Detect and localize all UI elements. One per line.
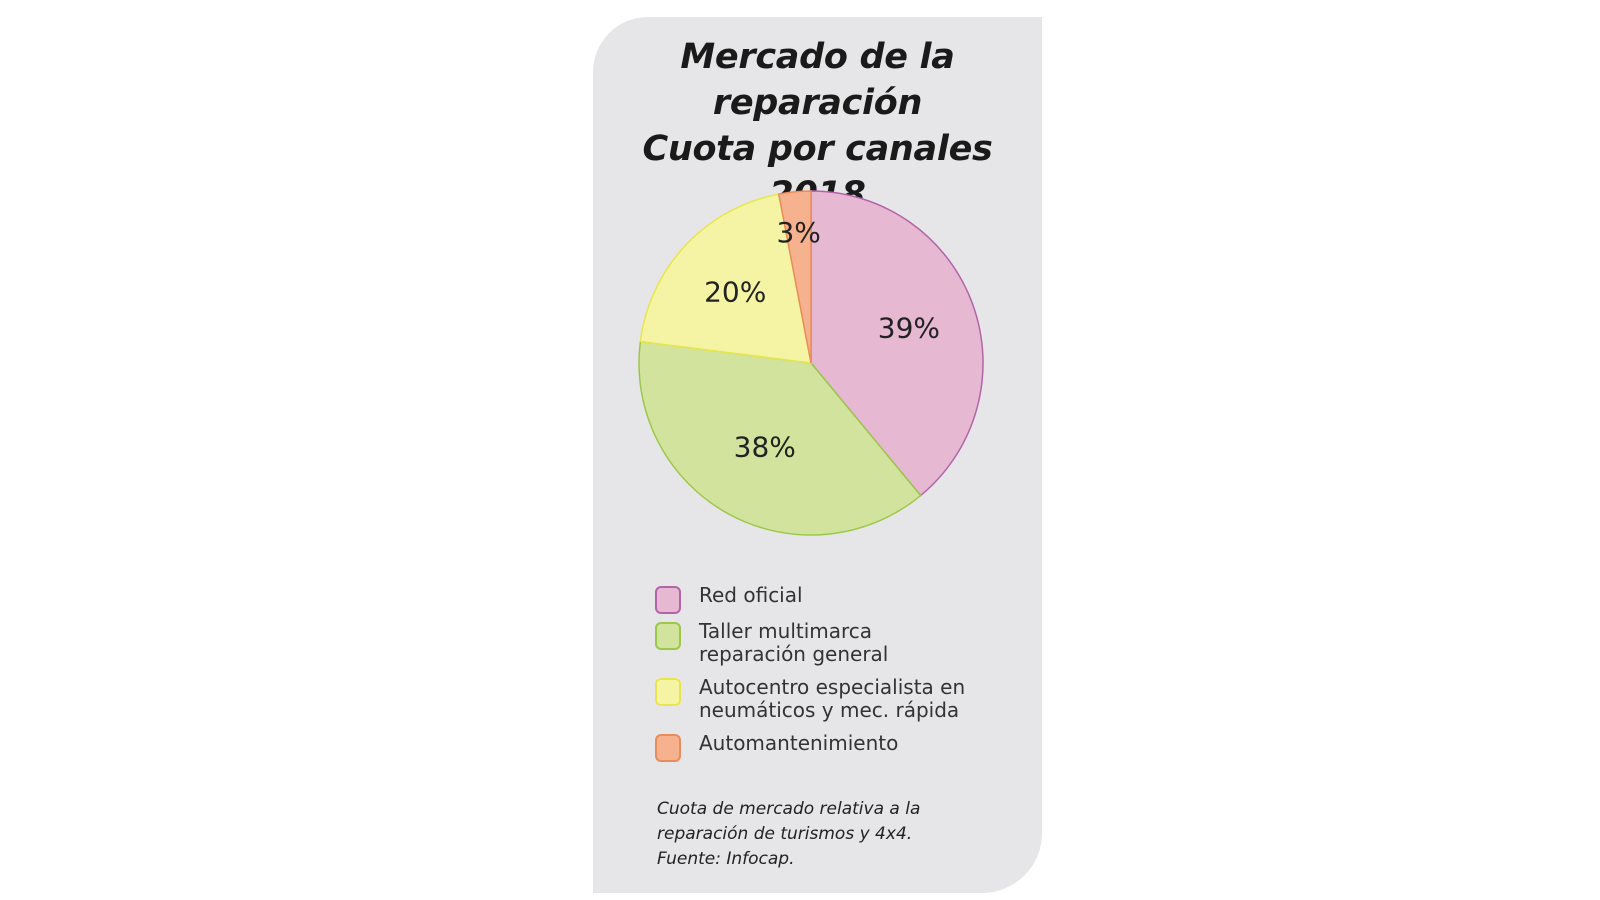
pie-chart: 39% 38% 20% 3% <box>638 190 984 536</box>
pie-label-autocentro: 20% <box>704 275 766 308</box>
legend-swatch-red-oficial <box>655 586 681 614</box>
legend-label-automantenimiento: Automantenimiento <box>699 731 899 755</box>
legend-label-taller-line-2: reparación general <box>699 642 889 666</box>
legend-label-red-oficial: Red oficial <box>699 583 803 607</box>
legend-item-taller-multimarca: Taller multimarca reparación general <box>655 620 1035 666</box>
pie-labels: 39% 38% 20% 3% <box>704 216 940 464</box>
title-line-2: reparación <box>712 83 923 123</box>
pie-label-automantenimiento: 3% <box>776 216 820 249</box>
title-line-1: Mercado de la <box>680 37 955 77</box>
note-line-2: reparación de turismos y 4x4. <box>657 824 913 844</box>
pie-slice-autocentro <box>639 193 812 364</box>
legend-item-automantenimiento: Automantenimiento <box>655 731 1035 762</box>
pie-label-taller-multimarca: 38% <box>734 431 796 464</box>
source-note: Cuota de mercado relativa a la reparació… <box>657 797 1027 872</box>
note-line-1: Cuota de mercado relativa a la <box>657 799 921 819</box>
pie-slice-taller-multimarca <box>638 340 922 536</box>
legend-swatch-autocentro <box>655 678 681 706</box>
note-line-3: Fuente: Infocap. <box>657 849 795 869</box>
legend-item-red-oficial: Red oficial <box>655 583 1035 614</box>
legend: Red oficial Taller multimarca reparación… <box>655 583 1035 762</box>
legend-label-autocentro-line-2: neumáticos y mec. rápida <box>699 698 960 722</box>
legend-swatch-taller-multimarca <box>655 622 681 650</box>
legend-item-autocentro: Autocentro especialista en neumáticos y … <box>655 676 1035 722</box>
legend-swatch-automantenimiento <box>655 734 681 762</box>
pie-slice-automantenimiento <box>777 190 812 364</box>
pie-slices <box>638 190 984 536</box>
legend-label-taller-line-1: Taller multimarca <box>699 619 873 643</box>
legend-label-autocentro-line-1: Autocentro especialista en <box>699 675 966 699</box>
pie-slice-red-oficial <box>810 190 984 497</box>
pie-label-red-oficial: 39% <box>878 311 940 344</box>
